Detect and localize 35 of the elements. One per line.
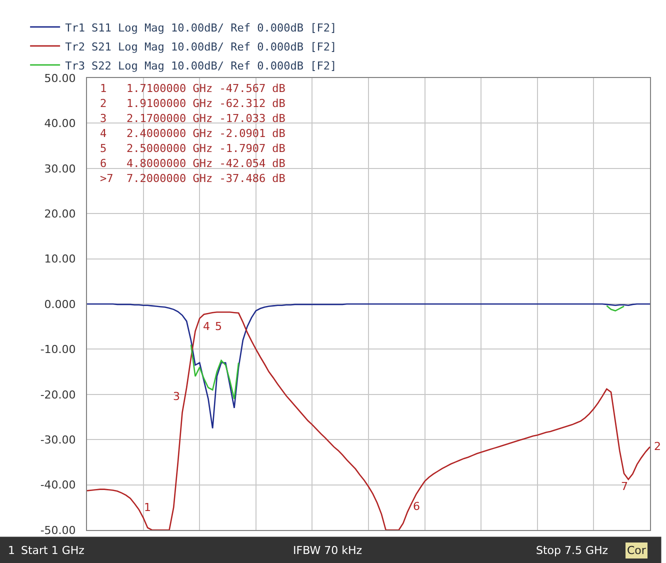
y-tick-label: 10.00 bbox=[44, 252, 76, 266]
text: 2 bbox=[654, 440, 661, 453]
text: Start 1 GHz bbox=[21, 544, 85, 557]
y-tick-label: -50.00 bbox=[40, 524, 76, 537]
annotation: 4 bbox=[203, 320, 210, 333]
y-tick-label: 0.000 bbox=[44, 298, 76, 311]
annotation: 6 bbox=[413, 500, 420, 513]
y-tick-label: -30.00 bbox=[40, 433, 76, 446]
text: Stop 7.5 GHz bbox=[536, 544, 608, 557]
annotation: 6 4.8000000 GHz -42.054 dB bbox=[100, 157, 286, 170]
annotation: 7 bbox=[621, 480, 628, 493]
annotation: 3 bbox=[173, 390, 180, 403]
y-tick-label: 30.00 bbox=[44, 162, 76, 176]
text: Cor bbox=[627, 544, 646, 557]
y-tick-label: 40.00 bbox=[44, 117, 76, 130]
text: IFBW 70 kHz bbox=[293, 544, 362, 557]
y-tick-label: -10.00 bbox=[40, 343, 76, 356]
y-tick-label: -40.00 bbox=[40, 478, 76, 492]
annotation: 2 1.9100000 GHz -62.312 dB bbox=[100, 97, 286, 110]
y-tick-label: -20.00 bbox=[40, 388, 76, 402]
annotation: >7 7.2000000 GHz -37.486 dB bbox=[100, 172, 286, 185]
annotation: 5 2.5000000 GHz -1.7907 dB bbox=[100, 142, 286, 155]
annotation: 5 bbox=[215, 320, 222, 333]
annotation: 1 bbox=[144, 501, 151, 514]
line-series bbox=[87, 303, 650, 429]
legend-label: Tr2 S21 Log Mag 10.00dB/ Ref 0.000dB [F2] bbox=[65, 40, 337, 54]
y-tick-label: 50.00 bbox=[44, 72, 76, 85]
legend-label: Tr1 S11 Log Mag 10.00dB/ Ref 0.000dB [F2] bbox=[65, 21, 337, 34]
text: 1 bbox=[8, 544, 15, 557]
legend-label: Tr3 S22 Log Mag 10.00dB/ Ref 0.000dB [F2] bbox=[65, 59, 337, 72]
line-series bbox=[87, 311, 650, 530]
y-tick-label: 20.00 bbox=[44, 207, 76, 220]
annotation: 3 2.1700000 GHz -17.033 dB bbox=[100, 112, 286, 125]
annotation: 1 1.7100000 GHz -47.567 dB bbox=[100, 82, 286, 95]
annotation: 4 2.4000000 GHz -2.0901 dB bbox=[100, 127, 286, 140]
